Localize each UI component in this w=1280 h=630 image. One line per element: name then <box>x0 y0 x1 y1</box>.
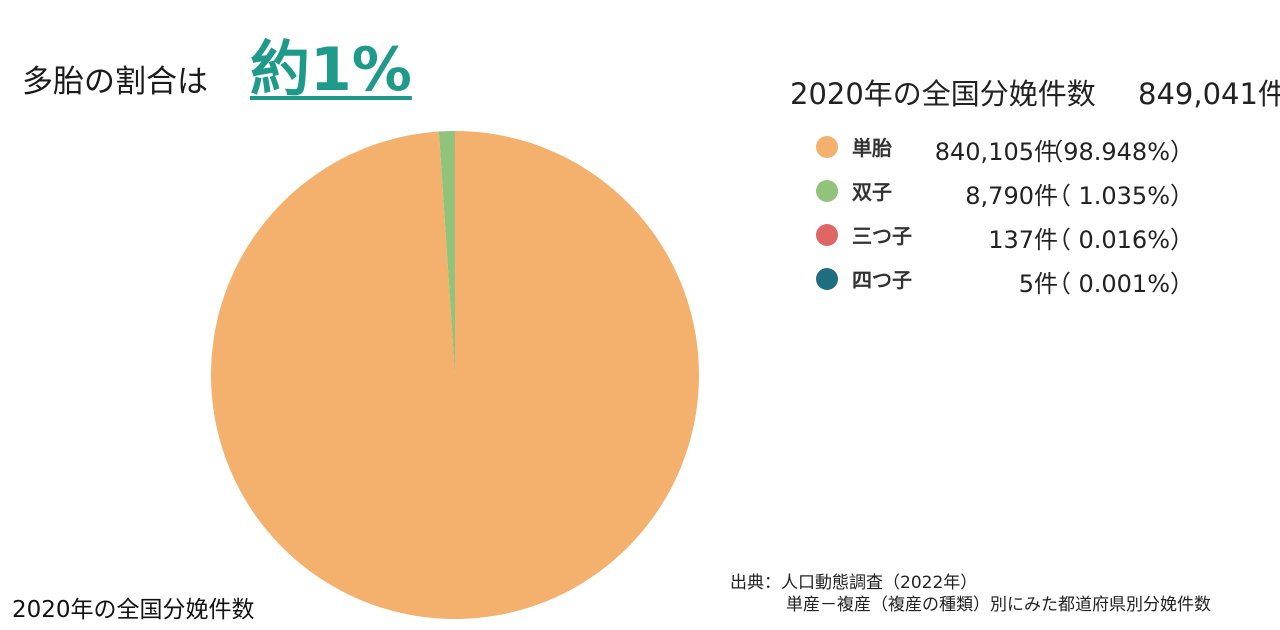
legend-item: 双子 8,790件 （ 1.035%） <box>812 172 1202 212</box>
slide-heading: 多胎の割合は <box>22 60 208 104</box>
legend-item: 三つ子 137件 （ 0.016%） <box>812 216 1202 256</box>
legend-count: 8,790件 <box>965 176 1058 211</box>
pie-chart <box>200 120 710 630</box>
total-deliveries-value: 849,041件 <box>1138 74 1280 114</box>
source-line-2: 単産－複産（複産の種類）別にみた都道府県別分娩件数 <box>786 594 1211 616</box>
legend-item: 四つ子 5件 （ 0.001%） <box>812 260 1202 300</box>
source-line-1: 出典：人口動態調査（2022年） <box>730 572 977 594</box>
legend-swatch <box>816 136 838 158</box>
legend-label: 三つ子 <box>852 220 912 249</box>
legend-label: 単胎 <box>852 132 892 161</box>
legend-label: 双子 <box>852 176 892 205</box>
legend-swatch <box>816 180 838 202</box>
legend-swatch <box>816 224 838 246</box>
legend-label: 四つ子 <box>852 264 912 293</box>
chart-legend: 単胎 840,105件 （98.948%） 双子 8,790件 （ 1.035%… <box>812 128 1202 308</box>
legend-percentage: （ 1.035%） <box>1047 176 1194 211</box>
chart-caption: 2020年の全国分娩件数 <box>12 590 255 624</box>
legend-item: 単胎 840,105件 （98.948%） <box>812 128 1202 168</box>
multiple-birth-ratio-highlight: 約1% <box>250 32 412 108</box>
legend-percentage: （ 0.001%） <box>1047 264 1194 299</box>
total-deliveries-label: 2020年の全国分娩件数 <box>790 74 1096 114</box>
legend-swatch <box>816 268 838 290</box>
legend-percentage: （98.948%） <box>1039 132 1194 167</box>
legend-percentage: （ 0.016%） <box>1047 220 1194 255</box>
